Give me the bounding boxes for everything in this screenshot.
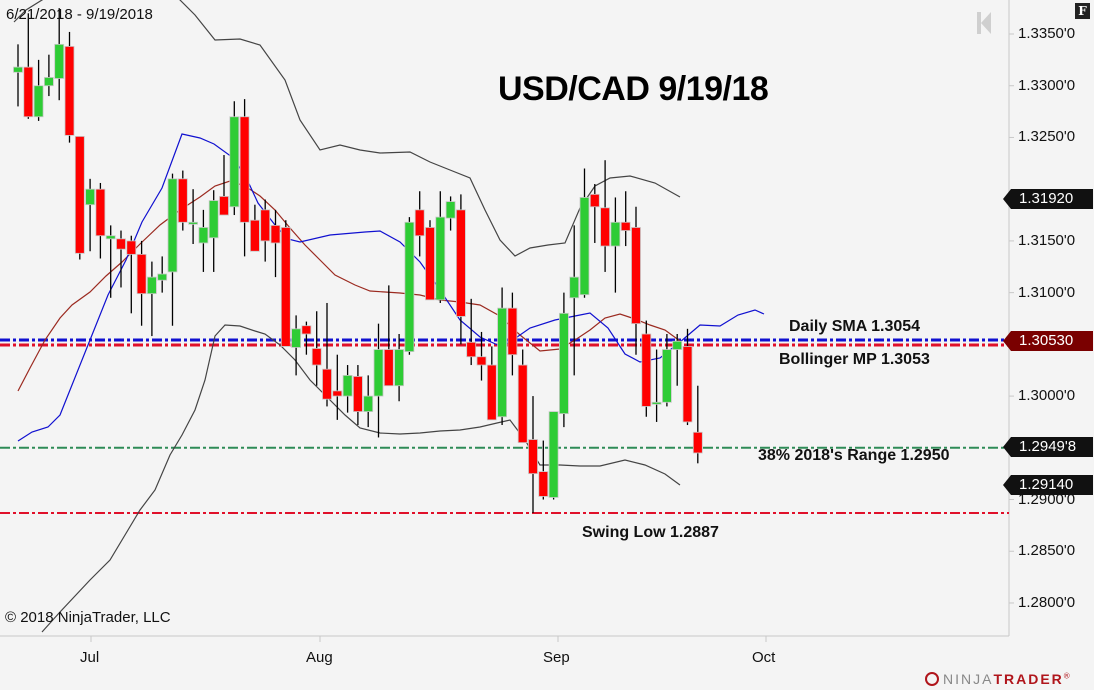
scroll-back-icon[interactable] [977, 12, 991, 34]
x-tick-jul: Jul [80, 649, 100, 666]
x-axis-ticks [90, 636, 767, 642]
y-tick-label: 1.3350'0 [1018, 25, 1076, 42]
x-tick-aug: Aug [306, 649, 333, 666]
fib-38-label: 38% 2018's Range 1.2950 [758, 447, 950, 464]
font-badge-icon[interactable]: F [1075, 3, 1090, 19]
ninjatrader-logo: NINJATRADER® [925, 671, 1072, 687]
price-tag-fib: 1.2949'8 [1003, 437, 1093, 457]
logo-reg: ® [1063, 671, 1072, 681]
copyright-text: © 2018 NinjaTrader, LLC [5, 609, 171, 626]
y-tick-label: 1.2850'0 [1018, 542, 1076, 560]
y-tick-label: 1.2800'0 [1018, 593, 1076, 611]
swing-low-label: Swing Low 1.2887 [582, 524, 719, 541]
y-tick-label: 1.3250'0 [1018, 128, 1076, 146]
y-axis-ticks [1009, 33, 1014, 604]
y-tick-label: 1.3300'0 [1018, 76, 1076, 94]
candlesticks [13, 8, 703, 513]
chart-title: USD/CAD 9/19/18 [498, 70, 769, 108]
logo-prefix: NINJA [943, 671, 994, 687]
x-tick-sep: Sep [543, 649, 570, 666]
y-tick-label: 1.3150'0 [1018, 231, 1076, 249]
logo-suffix: TRADER [993, 671, 1064, 687]
price-tag-low: 1.29140 [1003, 475, 1093, 495]
date-range: 6/21/2018 - 9/19/2018 [6, 6, 153, 23]
price-tag-last-high: 1.31920 [1003, 189, 1093, 209]
y-tick-label: 1.3000'0 [1018, 387, 1076, 405]
price-tag-sma: 1.30530 [1003, 331, 1093, 351]
ninja-logo-icon [925, 672, 939, 686]
x-tick-oct: Oct [752, 649, 776, 666]
y-tick-label: 1.3100'0 [1018, 283, 1076, 301]
daily-sma-label: Daily SMA 1.3054 [789, 318, 921, 335]
bollinger-mp-label: Bollinger MP 1.3053 [779, 351, 930, 368]
horizontal-levels [0, 338, 1009, 514]
